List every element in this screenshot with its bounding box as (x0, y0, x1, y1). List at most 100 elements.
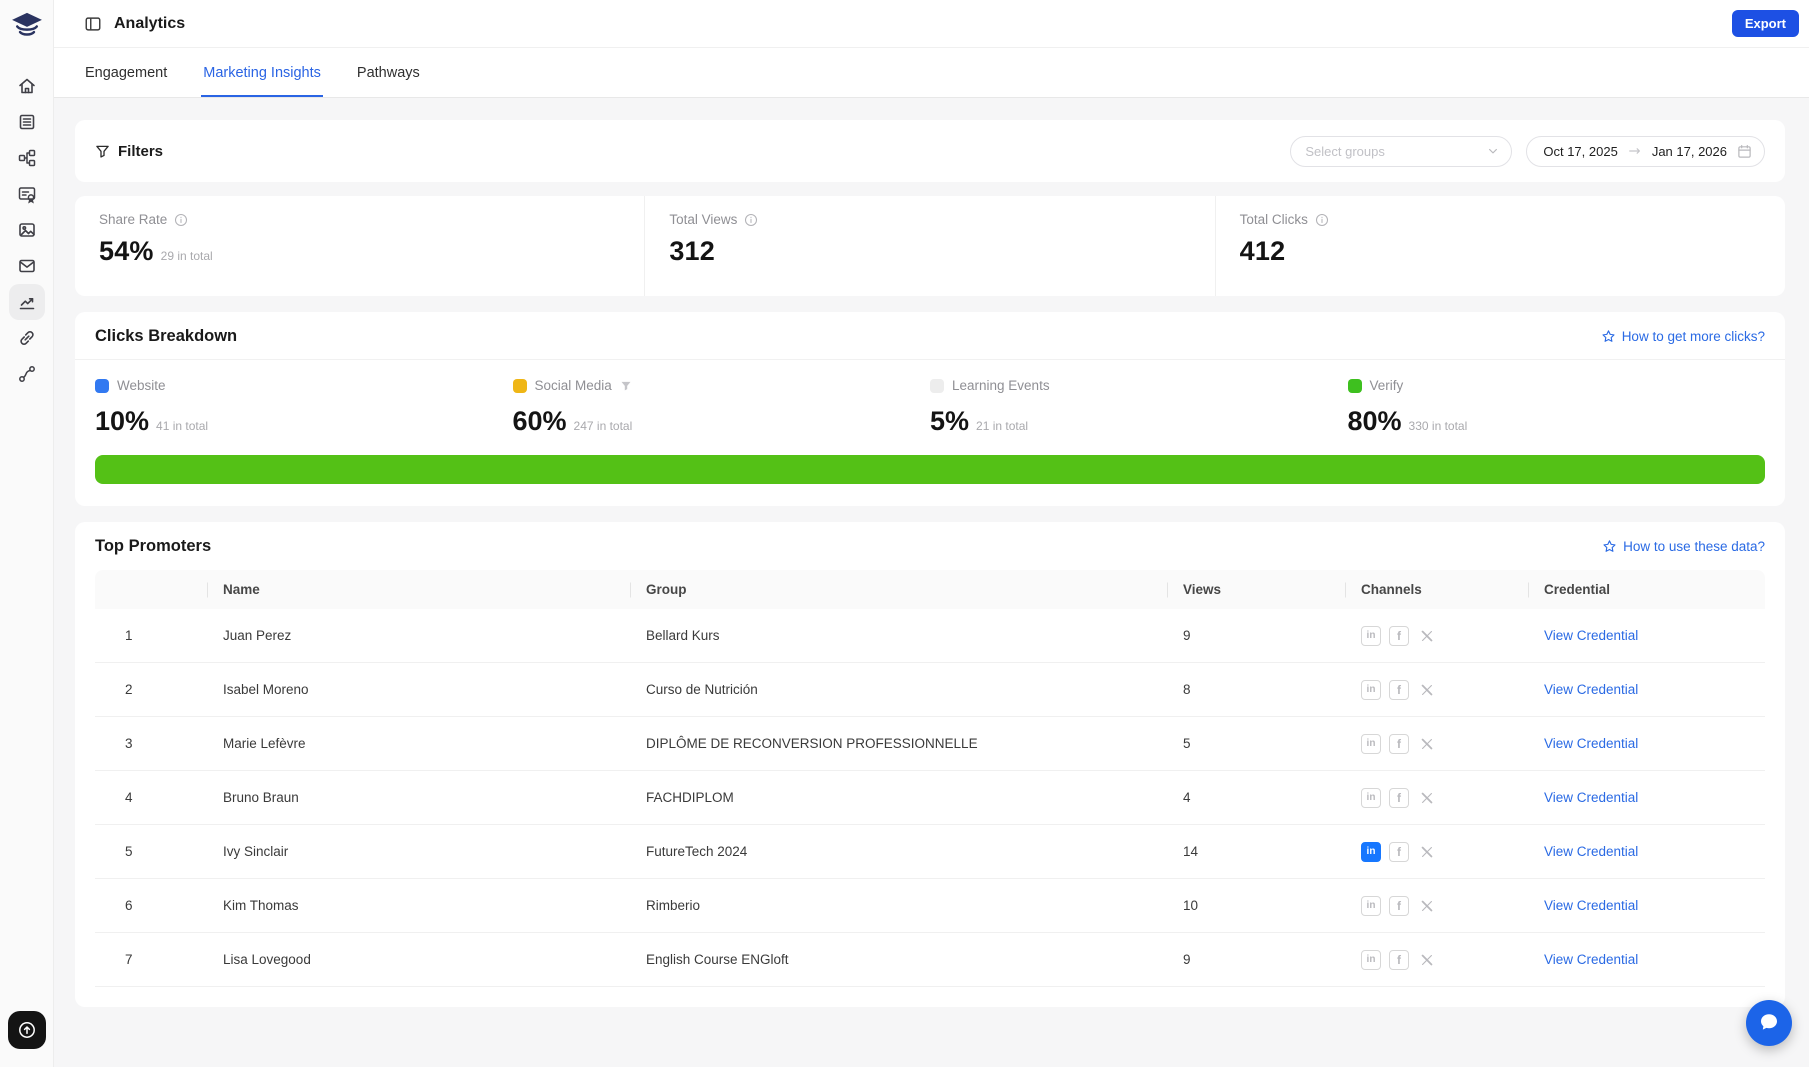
templates-icon (19, 114, 34, 130)
top-header: Analytics Export (54, 0, 1809, 47)
group-cell: FACHDIPLOM (646, 790, 734, 805)
table-row[interactable]: 3 Marie Lefèvre DIPLÔME DE RECONVERSION … (95, 717, 1765, 771)
date-end[interactable]: Jan 17, 2026 (1651, 143, 1727, 159)
group-column-header: Group (630, 582, 1167, 597)
view-credential-link[interactable]: View Credential (1544, 682, 1639, 697)
rank-cell: 3 (125, 736, 133, 751)
home-icon (18, 78, 35, 94)
linkedin-icon: in (1361, 733, 1381, 754)
sidebar-item-email[interactable] (9, 248, 45, 284)
group-select-placeholder: Select groups (1305, 143, 1385, 159)
view-credential-link[interactable]: View Credential (1544, 790, 1639, 805)
export-button[interactable]: Export (1731, 10, 1799, 37)
group-select[interactable]: Select groups (1290, 135, 1513, 167)
legend-item-verify: Verify 80% 330 in total (1347, 378, 1468, 436)
promoters-table: Name Group Views Channels Credential 1 J… (95, 570, 1765, 987)
rank-cell: 6 (125, 898, 133, 913)
table-row[interactable]: 7 Lisa Lovegood English Course ENGloft 9… (95, 933, 1765, 987)
verify-swatch (1347, 378, 1362, 393)
view-credential-link[interactable]: View Credential (1544, 844, 1639, 859)
rank-cell: 7 (125, 952, 133, 967)
sidebar-item-media[interactable] (9, 212, 45, 248)
chat-bubble-icon (1761, 1014, 1777, 1030)
breakdown-legend: Website 10% 41 in total Social Media (75, 360, 1785, 437)
media-icon (18, 223, 35, 237)
graduation-cap-logo-icon (11, 12, 42, 36)
x-icon (1417, 626, 1437, 646)
tab-engagement[interactable]: Engagement (85, 65, 168, 81)
learning-events-swatch (930, 378, 944, 393)
stat-total-clicks: Total Clicks 412 (1214, 196, 1785, 296)
linkedin-icon: in (1361, 625, 1381, 646)
view-credential-link[interactable]: View Credential (1544, 736, 1639, 751)
sidebar-item-credentials[interactable] (9, 176, 45, 212)
sidebar-item-analytics[interactable] (8, 284, 45, 320)
tab-marketing-insights[interactable]: Marketing Insights (201, 48, 323, 97)
table-row[interactable]: 1 Juan Perez Bellard Kurs 9 in f View Cr… (95, 609, 1765, 663)
tab-pathways[interactable]: Pathways (356, 65, 420, 81)
sidebar-toggle-icon[interactable] (84, 15, 102, 33)
date-start[interactable]: Oct 17, 2025 (1543, 143, 1618, 159)
sidebar-item-network[interactable] (9, 140, 45, 176)
x-icon (1417, 842, 1437, 862)
channels-cell: in f (1345, 679, 1528, 700)
view-credential-link[interactable]: View Credential (1544, 628, 1639, 643)
email-icon (18, 259, 35, 273)
credentials-icon (18, 187, 35, 204)
link-icon (19, 331, 34, 345)
channels-cell: in f (1345, 895, 1528, 916)
sidebar-item-home[interactable] (9, 68, 45, 104)
table-row[interactable]: 6 Kim Thomas Rimberio 10 in f View Crede… (95, 879, 1765, 933)
views-cell: 10 (1183, 898, 1199, 913)
name-cell: Kim Thomas (223, 898, 299, 913)
table-row[interactable]: 2 Isabel Moreno Curso de Nutrición 8 in … (95, 663, 1765, 717)
facebook-icon: f (1389, 895, 1409, 916)
stat-total-views: Total Views 312 (644, 196, 1214, 296)
how-to-get-more-clicks-link[interactable]: How to get more clicks? (1601, 329, 1765, 344)
name-cell: Marie Lefèvre (223, 736, 306, 751)
table-row[interactable]: 4 Bruno Braun FACHDIPLOM 4 in f View Cre… (95, 771, 1765, 825)
chat-launcher-button[interactable] (1746, 1000, 1792, 1046)
sidebar-item-share-link[interactable] (9, 320, 45, 356)
channels-cell: in f (1345, 841, 1528, 862)
how-to-use-these-data-link[interactable]: How to use these data? (1602, 539, 1765, 554)
info-icon[interactable] (744, 213, 758, 227)
date-range-picker[interactable]: Oct 17, 2025 Jan 17, 2026 (1526, 135, 1765, 167)
table-row[interactable]: 5 Ivy Sinclair FutureTech 2024 14 in f V… (95, 825, 1765, 879)
stat-value: 54% (99, 236, 154, 266)
upgrade-button[interactable] (7, 1011, 46, 1049)
views-cell: 5 (1183, 736, 1191, 751)
x-icon (1417, 896, 1437, 916)
x-icon (1417, 788, 1437, 808)
facebook-icon: f (1389, 787, 1409, 808)
rank-cell: 4 (125, 790, 133, 805)
views-cell: 9 (1183, 628, 1191, 643)
star-icon (1602, 330, 1615, 342)
name-cell: Ivy Sinclair (223, 844, 289, 859)
sidebar-item-integrations[interactable] (9, 356, 45, 392)
stat-value: 312 (669, 236, 715, 266)
info-icon[interactable] (174, 213, 188, 227)
legend-item-learning-events: Learning Events 5% 21 in total (930, 378, 1050, 436)
content-area: Filters Select groups Oct 17, 2025 Jan 1… (54, 98, 1809, 1067)
stat-sub: 29 in total (160, 249, 213, 263)
sidebar-nav (8, 68, 45, 392)
linkedin-icon: in (1361, 949, 1381, 970)
rank-cell: 5 (125, 844, 133, 859)
sidebar-item-templates[interactable] (9, 104, 45, 140)
clicks-breakdown-panel: Clicks Breakdown How to get more clicks?… (75, 312, 1785, 506)
network-icon (18, 149, 35, 167)
views-cell: 4 (1183, 790, 1191, 805)
facebook-icon: f (1389, 949, 1409, 970)
breakdown-progress-bar (95, 455, 1765, 484)
view-credential-link[interactable]: View Credential (1544, 952, 1639, 967)
rank-cell: 1 (125, 628, 133, 643)
group-cell: English Course ENGloft (646, 952, 789, 967)
app-logo[interactable] (9, 10, 45, 42)
info-icon[interactable] (1315, 213, 1329, 227)
social-media-swatch (512, 378, 527, 393)
top-promoters-title: Top Promoters (95, 537, 212, 555)
view-credential-link[interactable]: View Credential (1544, 898, 1639, 913)
filter-icon[interactable] (620, 380, 632, 392)
name-column-header: Name (207, 582, 630, 597)
